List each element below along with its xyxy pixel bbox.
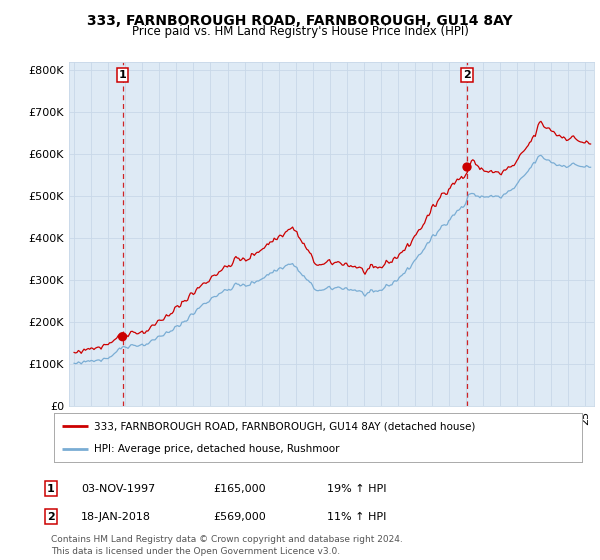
Text: 03-NOV-1997: 03-NOV-1997 [81,484,155,494]
Point [462,162,472,171]
Text: £569,000: £569,000 [213,512,266,522]
Text: £165,000: £165,000 [213,484,266,494]
Text: 18-JAN-2018: 18-JAN-2018 [81,512,151,522]
Text: 11% ↑ HPI: 11% ↑ HPI [327,512,386,522]
Text: 1: 1 [47,484,55,494]
Text: 19% ↑ HPI: 19% ↑ HPI [327,484,386,494]
Text: 333, FARNBOROUGH ROAD, FARNBOROUGH, GU14 8AY (detached house): 333, FARNBOROUGH ROAD, FARNBOROUGH, GU14… [94,421,475,431]
Text: Contains HM Land Registry data © Crown copyright and database right 2024.
This d: Contains HM Land Registry data © Crown c… [51,535,403,556]
Text: HPI: Average price, detached house, Rushmoor: HPI: Average price, detached house, Rush… [94,444,339,454]
Text: 2: 2 [47,512,55,522]
Point [118,332,127,341]
Text: 2: 2 [463,70,471,80]
Text: Price paid vs. HM Land Registry's House Price Index (HPI): Price paid vs. HM Land Registry's House … [131,25,469,38]
Text: 1: 1 [119,70,127,80]
Text: 333, FARNBOROUGH ROAD, FARNBOROUGH, GU14 8AY: 333, FARNBOROUGH ROAD, FARNBOROUGH, GU14… [87,14,513,28]
